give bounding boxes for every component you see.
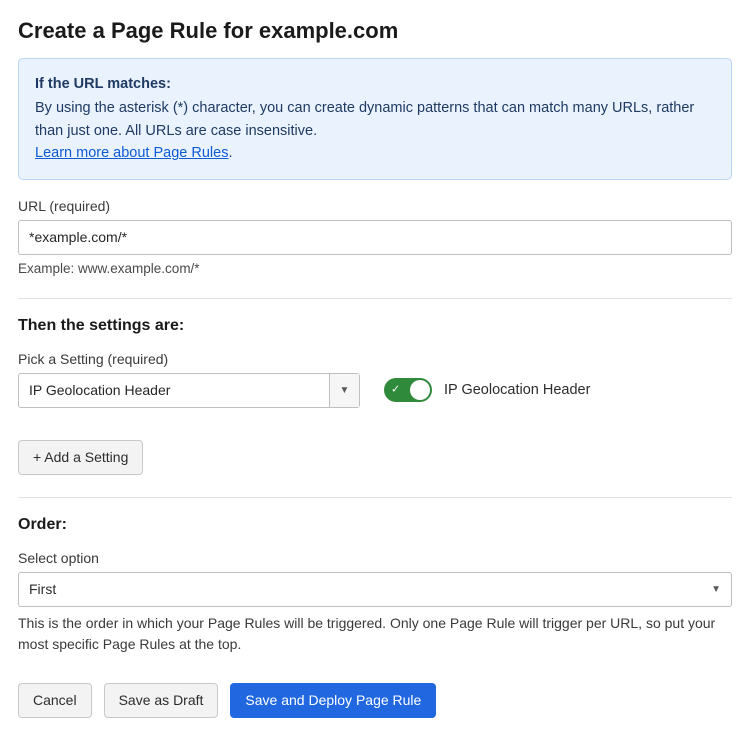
- order-select[interactable]: First ▼: [18, 572, 732, 607]
- url-hint: Example: www.example.com/*: [18, 261, 732, 276]
- chevron-down-icon: ▼: [329, 374, 359, 407]
- order-hint: This is the order in which your Page Rul…: [18, 613, 732, 655]
- cancel-button[interactable]: Cancel: [18, 683, 92, 718]
- save-draft-button[interactable]: Save as Draft: [104, 683, 219, 718]
- toggle-label: IP Geolocation Header: [444, 382, 590, 398]
- url-label: URL (required): [18, 198, 732, 214]
- info-box-body: By using the asterisk (*) character, you…: [35, 97, 715, 142]
- info-period: .: [228, 145, 232, 161]
- url-input[interactable]: [18, 220, 732, 255]
- info-box-heading: If the URL matches:: [35, 73, 715, 95]
- order-select-value: First: [29, 581, 56, 597]
- divider: [18, 298, 732, 299]
- order-heading: Order:: [18, 516, 732, 534]
- info-box: If the URL matches: By using the asteris…: [18, 58, 732, 180]
- settings-heading: Then the settings are:: [18, 317, 732, 335]
- pick-setting-label: Pick a Setting (required): [18, 351, 732, 367]
- learn-more-link[interactable]: Learn more about Page Rules: [35, 145, 228, 161]
- footer-actions: Cancel Save as Draft Save and Deploy Pag…: [18, 683, 732, 718]
- toggle-knob: [410, 380, 430, 400]
- chevron-down-icon: ▼: [711, 584, 721, 595]
- divider: [18, 497, 732, 498]
- order-label: Select option: [18, 550, 732, 566]
- save-deploy-button[interactable]: Save and Deploy Page Rule: [230, 683, 436, 718]
- page-title: Create a Page Rule for example.com: [18, 18, 732, 44]
- geolocation-toggle[interactable]: ✓: [384, 378, 432, 402]
- add-setting-button[interactable]: + Add a Setting: [18, 440, 143, 475]
- setting-select[interactable]: IP Geolocation Header ▼: [18, 373, 360, 408]
- setting-select-value: IP Geolocation Header: [19, 374, 329, 407]
- check-icon: ✓: [391, 385, 400, 396]
